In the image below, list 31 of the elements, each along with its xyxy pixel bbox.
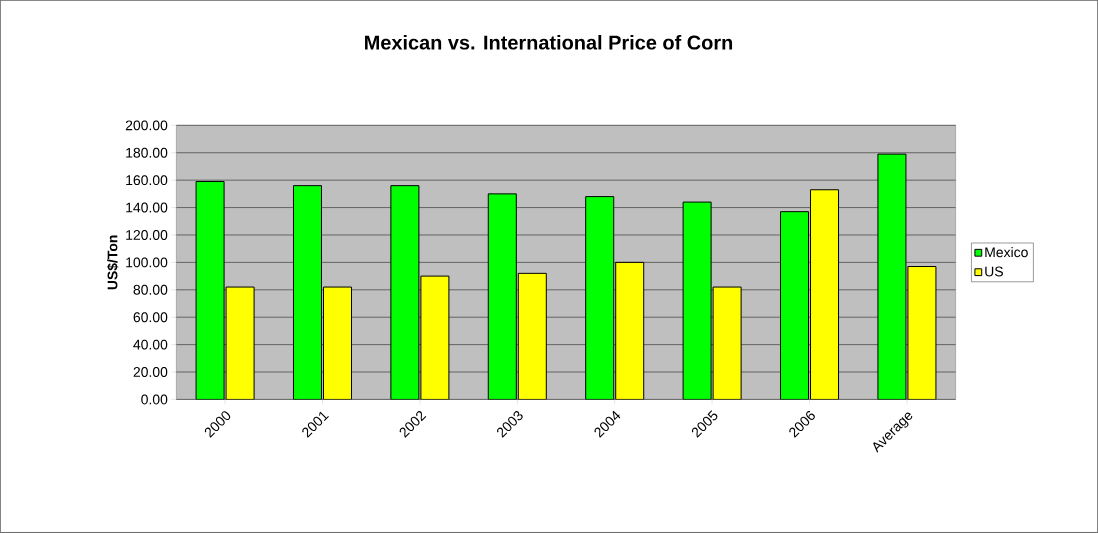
bar [615, 262, 645, 400]
y-tick-label: 140.00 [126, 202, 168, 213]
bar [225, 286, 255, 400]
bar [322, 286, 352, 400]
y-tick-label: 160.00 [126, 175, 168, 186]
bar [518, 273, 547, 400]
y-tick-label: 100.00 [126, 257, 168, 268]
bar [712, 286, 742, 400]
legend-label: US [985, 266, 1003, 277]
bar [488, 193, 517, 400]
bar [292, 185, 322, 400]
chart-title: Mexican vs. International Price of Corn [365, 35, 733, 50]
bar [682, 201, 712, 400]
y-tick-label: 180.00 [126, 147, 168, 158]
bar [810, 189, 840, 400]
y-tick-label: 20.00 [133, 367, 168, 378]
bar [390, 185, 420, 400]
y-tick-label: 120.00 [126, 230, 168, 241]
y-tick-label: 60.00 [133, 312, 168, 323]
y-tick-label: 80.00 [133, 284, 168, 295]
bar [877, 153, 907, 400]
y-axis-title: US$/Ton [106, 235, 119, 290]
y-tick-label: 40.00 [133, 339, 168, 350]
bar [907, 266, 937, 400]
bar [420, 275, 450, 400]
bar [195, 181, 225, 400]
y-tick-label: 0.00 [141, 394, 168, 405]
y-tick-label: 200.00 [125, 120, 168, 131]
bar [585, 196, 615, 400]
legend-label: Mexico [985, 247, 1028, 258]
bar [780, 211, 810, 400]
